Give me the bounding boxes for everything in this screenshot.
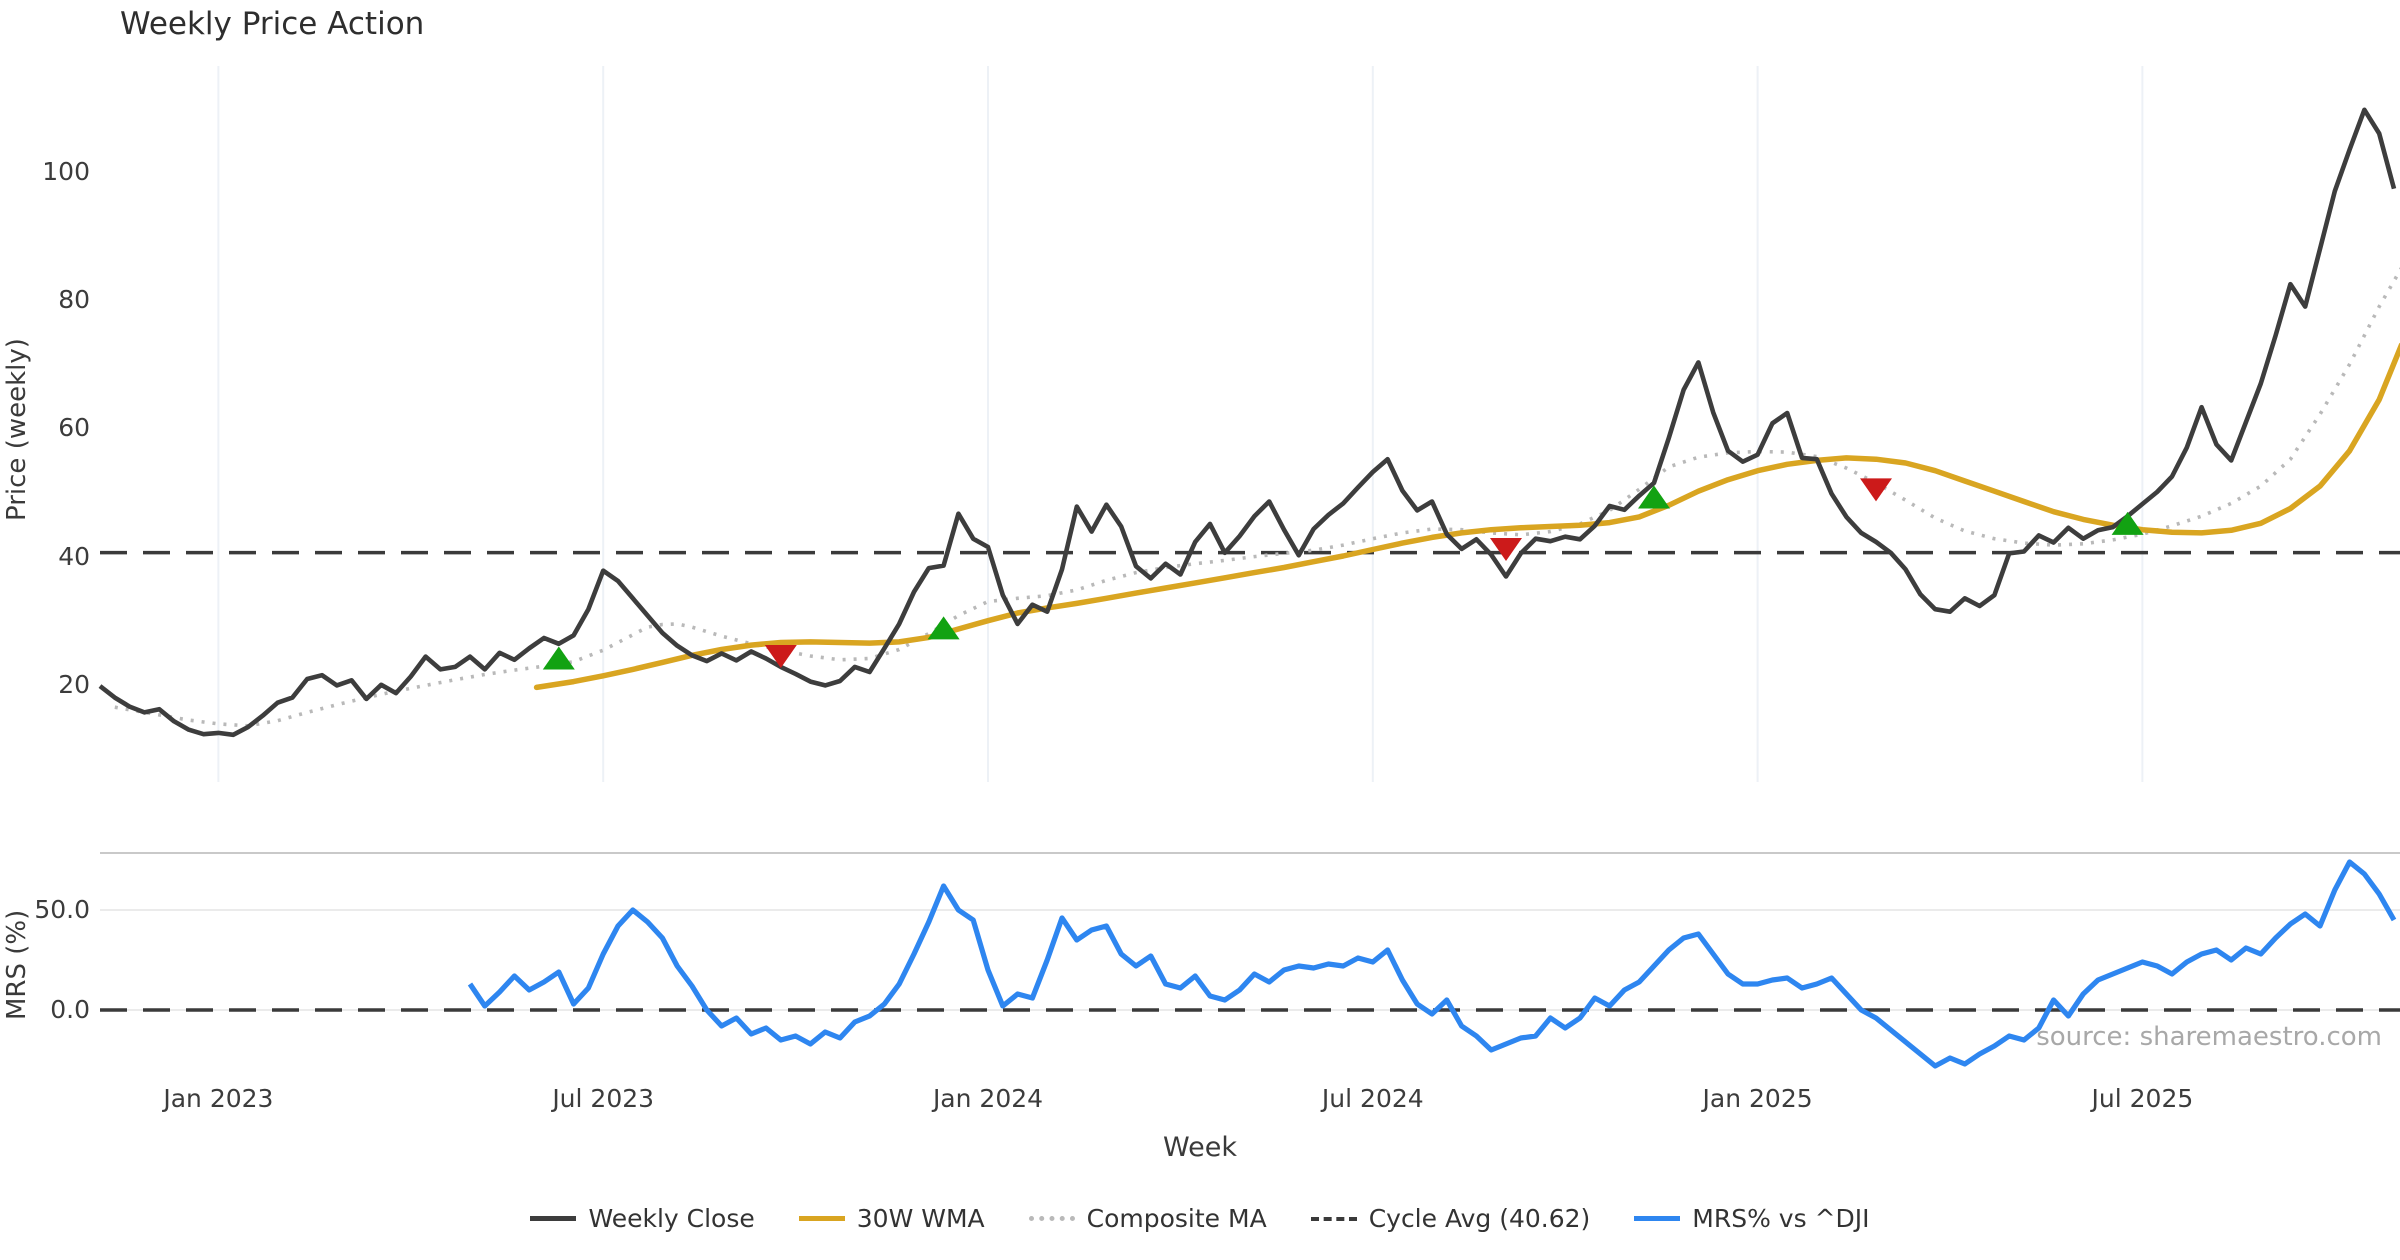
sell-signal-marker <box>1860 478 1892 502</box>
mrs-tick-label: 50.0 <box>34 895 90 924</box>
buy-signal-marker <box>1638 485 1670 509</box>
mrs-line-swatch <box>1634 1216 1681 1221</box>
price-tick-label: 60 <box>58 413 90 443</box>
weekly-close-line-swatch <box>530 1216 577 1221</box>
legend-label: 30W WMA <box>856 1204 985 1233</box>
x-tick-label: Jan 2025 <box>1702 1084 1813 1113</box>
legend-item-mrs: MRS% vs ^DJI <box>1634 1204 1870 1233</box>
buy-signal-marker <box>927 616 960 640</box>
source-watermark: source: sharemaestro.com <box>2036 1022 2382 1052</box>
x-axis-label: Week <box>1163 1132 1237 1163</box>
price-tick-label: 40 <box>58 541 90 571</box>
mrs-line <box>467 859 2397 1069</box>
wma-line-swatch <box>798 1216 845 1221</box>
legend-item-composite-ma: Composite MA <box>1028 1204 1267 1233</box>
chart-title: Weekly Price Action <box>120 6 425 42</box>
price-tick-label: 100 <box>42 157 90 186</box>
legend-label: Cycle Avg (40.62) <box>1368 1204 1591 1233</box>
weekly-close-line <box>98 107 2397 738</box>
sell-signal-marker <box>764 645 797 669</box>
composite-ma-line <box>114 267 2400 728</box>
x-tick-label: Jul 2024 <box>1321 1084 1424 1113</box>
sell-signal-marker <box>1490 537 1522 561</box>
legend-label: Composite MA <box>1086 1204 1267 1233</box>
buy-signal-marker <box>2111 511 2144 535</box>
legend-item-cycle-avg: Cycle Avg (40.62) <box>1310 1204 1591 1233</box>
mrs-tick-label: 0.0 <box>50 995 90 1024</box>
legend-label: Weekly Close <box>588 1204 755 1233</box>
buy-signal-marker <box>542 646 575 670</box>
legend: Weekly Close 30W WMA Composite MA Cycle … <box>0 1204 2400 1233</box>
x-tick-label: Jan 2024 <box>932 1084 1044 1113</box>
wma-line <box>533 342 2400 691</box>
legend-item-30w-wma: 30W WMA <box>798 1204 985 1233</box>
legend-label: MRS% vs ^DJI <box>1692 1204 1870 1233</box>
cycle-avg-line-swatch <box>1310 1216 1357 1221</box>
x-tick-label: Jul 2025 <box>2091 1084 2194 1113</box>
legend-item-weekly-close: Weekly Close <box>530 1204 755 1233</box>
price-tick-label: 80 <box>58 285 90 315</box>
price-tick-label: 20 <box>58 669 90 699</box>
x-tick-label: Jan 2023 <box>163 1084 274 1113</box>
x-tick-label: Jul 2023 <box>552 1084 655 1113</box>
composite-ma-line-swatch <box>1028 1216 1075 1221</box>
